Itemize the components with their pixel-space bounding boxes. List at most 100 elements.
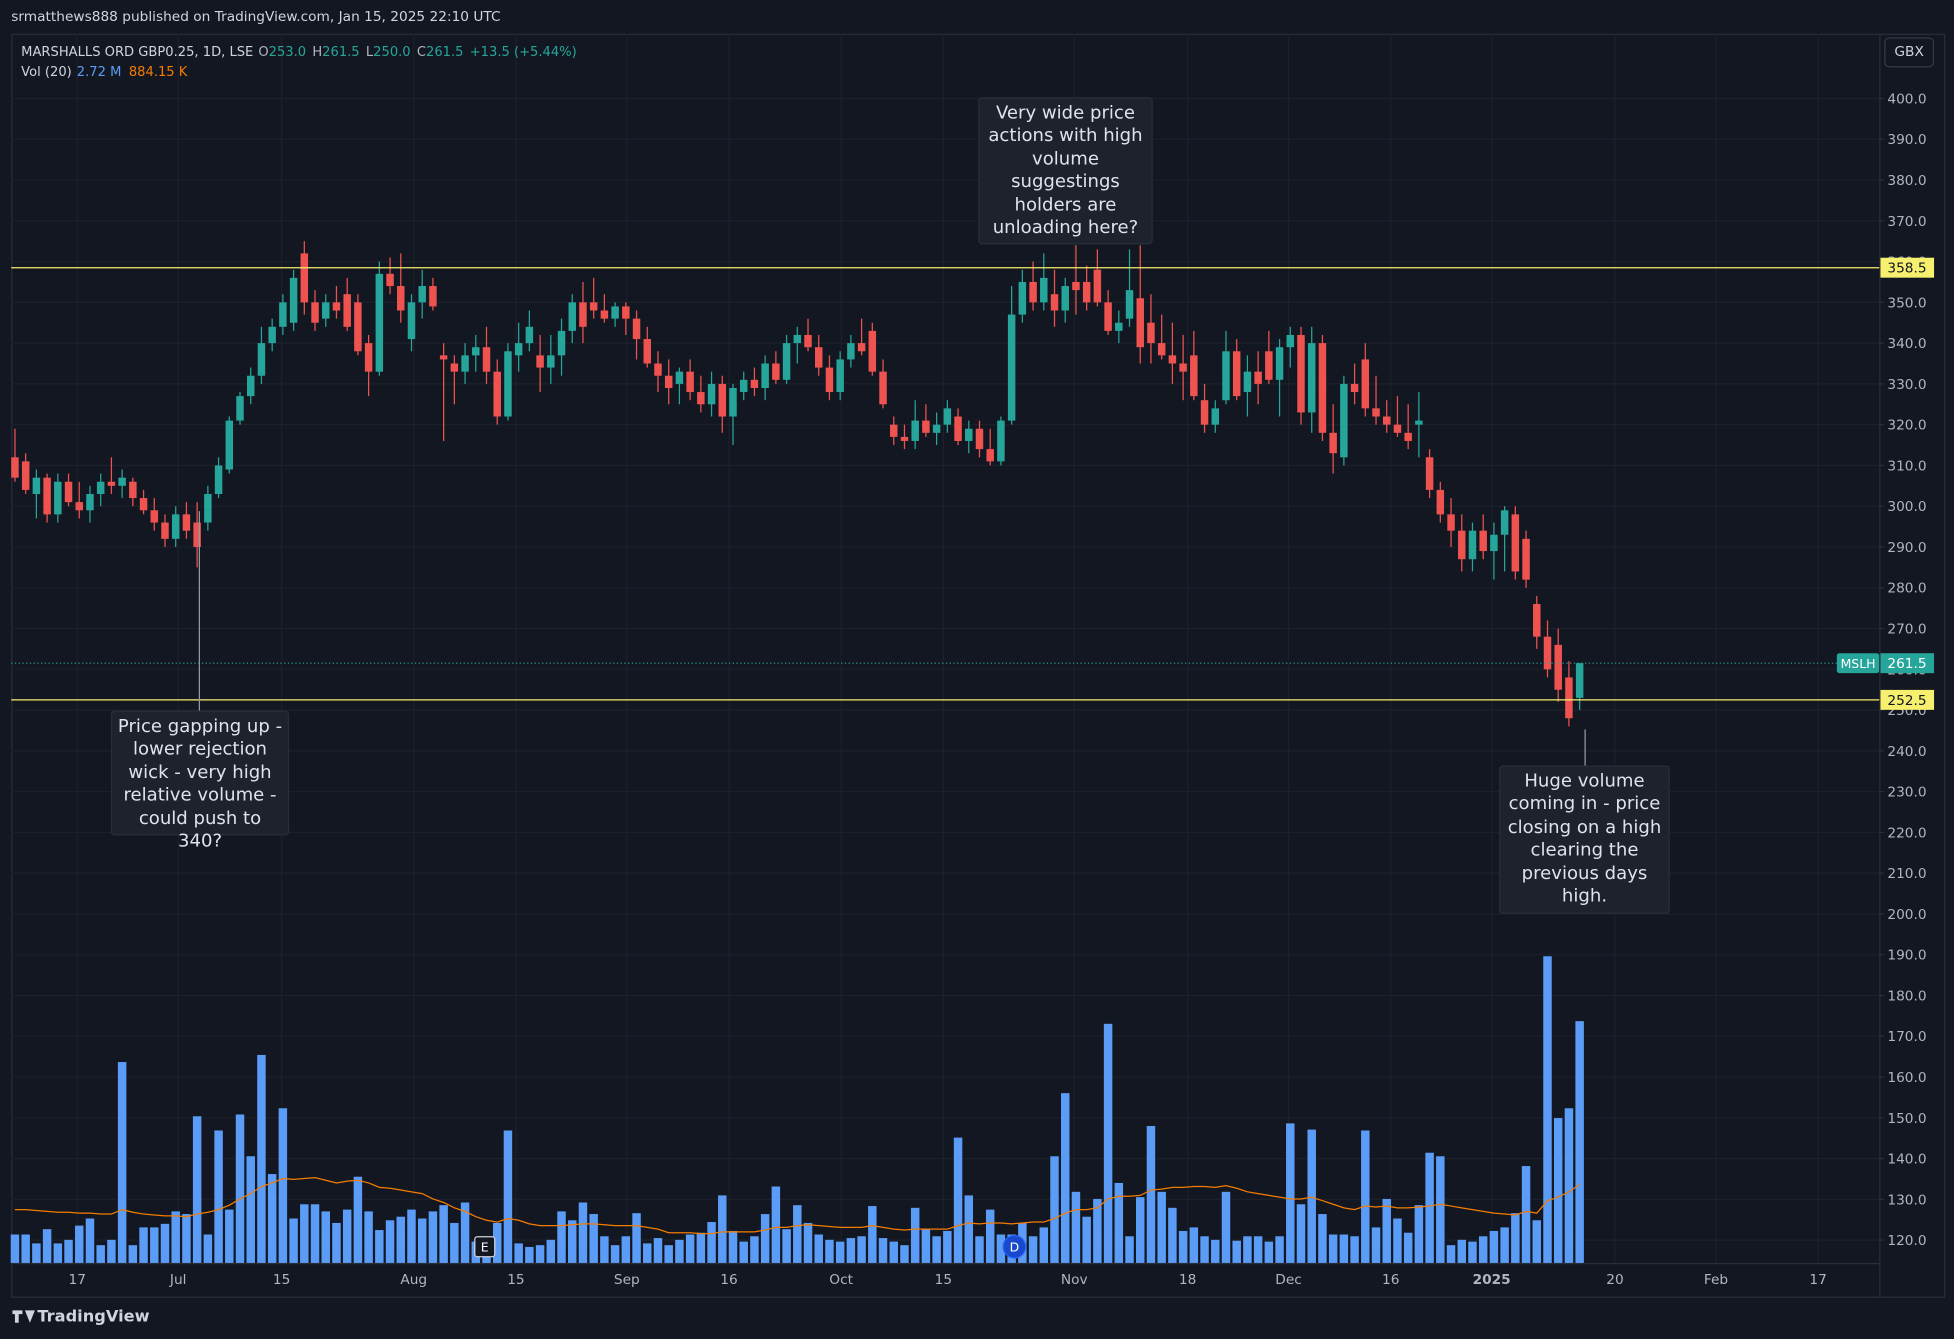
volume-bar	[278, 1108, 288, 1263]
y-tick-label: 240.0	[1887, 744, 1926, 760]
candle-body	[21, 461, 30, 490]
level-label: 252.5	[1887, 693, 1926, 709]
volume-bar	[407, 1209, 416, 1263]
candle-body	[1425, 457, 1434, 490]
volume-bar	[760, 1214, 770, 1263]
volume-bar	[996, 1234, 1006, 1263]
volume-bar	[1253, 1236, 1263, 1263]
volume-bar	[782, 1229, 791, 1263]
event-marker	[474, 1236, 496, 1258]
candle-body	[1243, 371, 1252, 393]
currency-button[interactable]: GBX	[1884, 37, 1935, 68]
event-label: E	[481, 1240, 489, 1255]
candle-body	[1222, 351, 1230, 401]
candle-body	[64, 481, 73, 503]
volume-bar	[600, 1236, 609, 1263]
volume-bar	[921, 1229, 931, 1263]
volume-bar	[1328, 1234, 1338, 1263]
candle-body	[322, 302, 330, 319]
last-price-label: 261.5	[1887, 656, 1926, 672]
footer-brand: TradingView	[12, 1308, 149, 1327]
volume-bar	[1500, 1227, 1509, 1263]
candle-body	[643, 339, 651, 364]
volume-ma-line	[14, 1176, 1581, 1235]
volume-bar	[1511, 1213, 1520, 1263]
candle-body	[1061, 286, 1069, 311]
x-tick-label: Feb	[1704, 1272, 1728, 1288]
candle-body	[579, 302, 587, 327]
volume-bar	[685, 1234, 695, 1263]
volume-bar	[192, 1116, 202, 1263]
candle-body	[804, 334, 812, 348]
candle-body	[107, 481, 116, 486]
candle-body	[54, 481, 62, 515]
candle-body	[482, 347, 491, 372]
candle-body	[697, 392, 705, 405]
annotation-line: high.	[1561, 886, 1608, 907]
annotation-line: coming in - price	[1508, 794, 1661, 815]
candle-body	[664, 375, 673, 388]
volume-bar	[1296, 1204, 1306, 1263]
x-tick-label: Dec	[1275, 1272, 1302, 1288]
candle-body	[1286, 334, 1295, 348]
annotation-line: wick - very high	[128, 762, 272, 783]
ohlc-key: H	[312, 44, 323, 60]
x-tick-label: 17	[69, 1272, 86, 1288]
volume-bar	[310, 1204, 320, 1263]
volume-bar	[1425, 1152, 1434, 1263]
legend-row: MARSHALLS ORD GBP0.25, 1D, LSE O253.0 H261…	[21, 42, 577, 62]
volume-bar	[85, 1218, 95, 1263]
candle-body	[675, 371, 684, 384]
candle-body	[386, 273, 394, 287]
y-tick-label: 190.0	[1887, 948, 1926, 964]
x-tick-label: 15	[935, 1272, 952, 1288]
candle-body	[1200, 400, 1209, 425]
volume-bar	[525, 1246, 534, 1263]
volume-bar	[1146, 1126, 1156, 1263]
candle-body	[868, 330, 877, 372]
ohlc-key: C	[416, 44, 427, 60]
volume-bar	[364, 1211, 373, 1263]
volume-bar	[664, 1245, 673, 1263]
volume-bar	[182, 1214, 191, 1263]
volume-bar	[589, 1214, 598, 1263]
volume-bar	[117, 1062, 127, 1263]
annotation-line: lower rejection	[133, 739, 267, 760]
logo	[12, 1310, 35, 1323]
annotation-line: closing on a high	[1507, 817, 1662, 838]
volume-bar	[1318, 1214, 1327, 1263]
x-tick-label: 16	[1382, 1272, 1399, 1288]
candle-body	[707, 383, 716, 405]
volume-bar	[1553, 1118, 1563, 1263]
candle-body	[1458, 530, 1466, 560]
level-label: 358.5	[1887, 261, 1926, 277]
candle-body	[1168, 355, 1177, 364]
symbol-label: MSLH	[1841, 656, 1876, 671]
volume-bar	[739, 1241, 748, 1263]
candle-body	[900, 436, 909, 441]
candle-body	[461, 355, 469, 372]
ohlc-value: 261.5	[426, 44, 464, 60]
volume-ma-value: 884.15 K	[128, 64, 188, 80]
candle-body	[1318, 343, 1327, 433]
y-tick-label: 300.0	[1887, 499, 1926, 515]
change: +13.5 (+5.44%)	[469, 44, 577, 60]
candle-body	[1522, 538, 1530, 580]
volume-bar	[675, 1239, 684, 1263]
candle-body	[1447, 514, 1455, 531]
volume-bar	[353, 1176, 363, 1263]
candle-body	[332, 302, 341, 311]
volume-bar	[975, 1236, 984, 1263]
volume-bar	[728, 1230, 738, 1263]
candle-body	[1382, 416, 1391, 425]
candle-body	[118, 477, 126, 486]
candle-body	[932, 424, 941, 433]
candle-body	[397, 286, 405, 311]
candle-body	[1190, 355, 1198, 397]
volume-bar	[1307, 1129, 1316, 1263]
candle-body	[86, 493, 94, 511]
volume-bar	[557, 1211, 566, 1263]
volume-bar	[375, 1230, 384, 1263]
candle-body	[782, 343, 791, 380]
volume-bar	[203, 1234, 213, 1263]
